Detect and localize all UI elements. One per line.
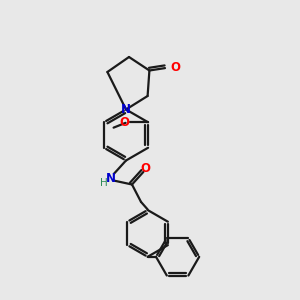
Text: O: O xyxy=(119,116,129,129)
Text: N: N xyxy=(105,172,116,185)
Text: N: N xyxy=(120,103,130,116)
Text: O: O xyxy=(170,61,180,74)
Text: H: H xyxy=(100,178,108,188)
Text: O: O xyxy=(140,162,150,176)
